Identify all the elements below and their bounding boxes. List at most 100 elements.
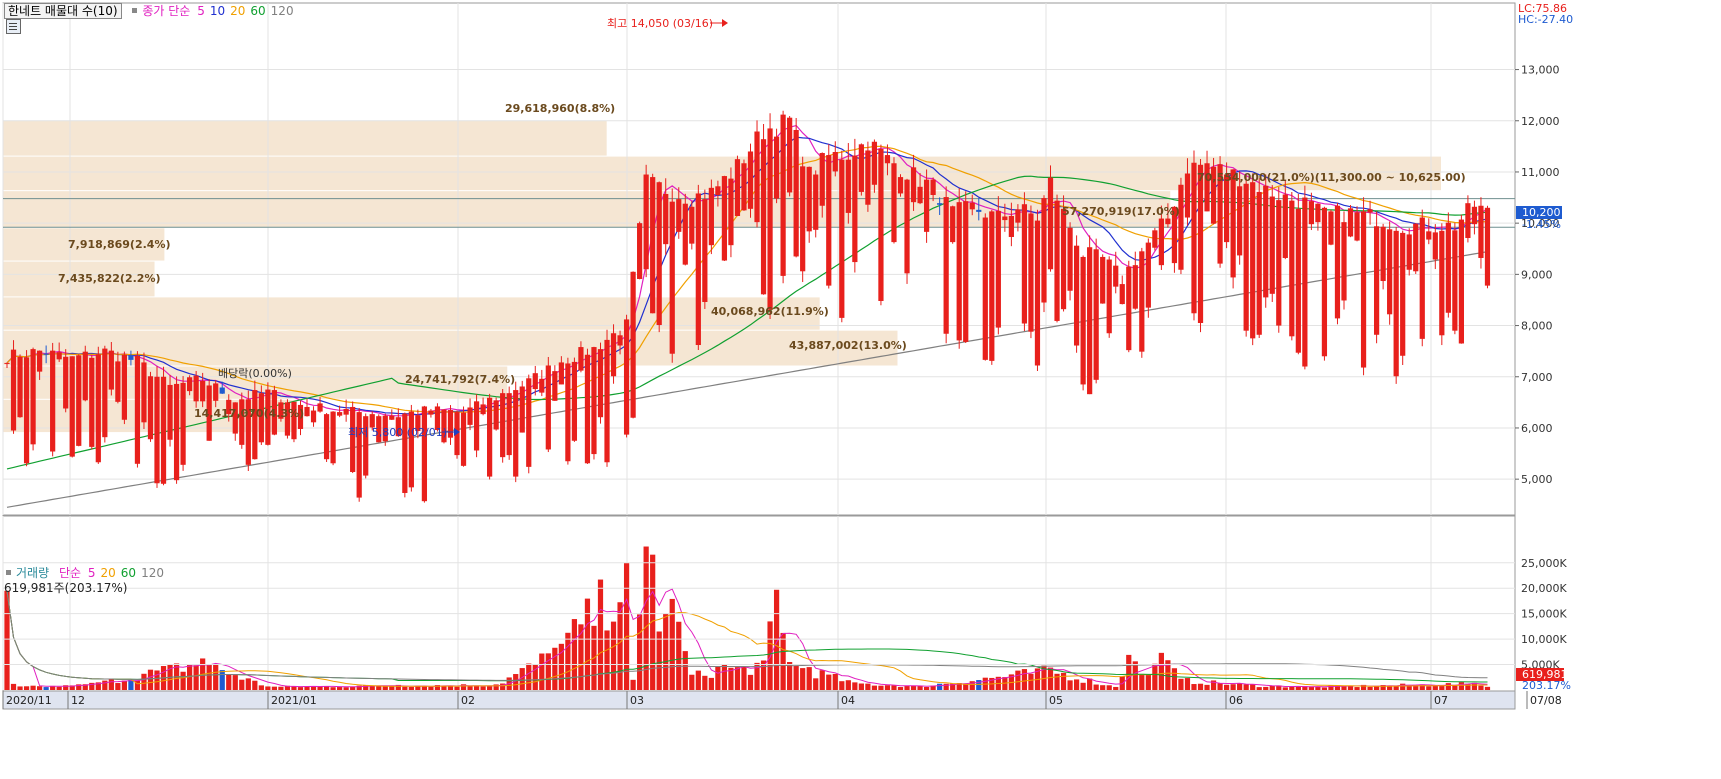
ma-period-120[interactable]: 120 bbox=[141, 566, 164, 580]
candle-body bbox=[213, 383, 219, 401]
candle-body bbox=[871, 141, 878, 185]
ma-period-20[interactable]: 20 bbox=[100, 566, 116, 580]
volume-bar bbox=[1308, 686, 1314, 690]
volume-bar bbox=[793, 665, 799, 690]
price-axis-label: 11,000 bbox=[1521, 166, 1560, 179]
ma-period-60[interactable]: 60 bbox=[120, 566, 137, 580]
candle-body bbox=[1047, 177, 1054, 270]
x-axis-label: 2021/01 bbox=[271, 694, 317, 707]
candle-body bbox=[623, 319, 630, 435]
volume-bar bbox=[1321, 687, 1328, 690]
candle-body bbox=[173, 383, 180, 481]
volume-bar bbox=[545, 653, 551, 690]
candle-body bbox=[415, 415, 421, 432]
chart-title[interactable]: 한네트 매물대 수(10) bbox=[4, 3, 122, 19]
candle-body bbox=[910, 167, 917, 203]
volume-bar bbox=[519, 668, 525, 690]
candle-body bbox=[1400, 232, 1406, 356]
volume-bar bbox=[663, 614, 669, 690]
volume-profile-box bbox=[3, 120, 607, 156]
candle-body bbox=[82, 351, 88, 401]
ma-period-5[interactable]: 5 bbox=[197, 4, 205, 18]
candle-body bbox=[56, 352, 62, 360]
candle-body bbox=[1178, 184, 1184, 270]
candle-body bbox=[447, 410, 454, 438]
candle-body bbox=[656, 182, 662, 326]
volume-bar bbox=[487, 686, 493, 690]
candle-body bbox=[1002, 216, 1008, 221]
volume-bar bbox=[1413, 684, 1419, 690]
candle-body bbox=[1237, 186, 1243, 256]
volume-bar bbox=[350, 686, 356, 690]
candle-body bbox=[291, 401, 297, 440]
candle-body bbox=[480, 404, 486, 415]
candle-body bbox=[1080, 256, 1086, 385]
candle-body bbox=[1191, 162, 1197, 314]
candle-body bbox=[904, 179, 910, 274]
volume-bar bbox=[1478, 685, 1484, 690]
volume-bar bbox=[708, 677, 714, 690]
x-axis-label: 05 bbox=[1049, 694, 1063, 707]
candle-body bbox=[506, 393, 512, 456]
calculator-icon[interactable] bbox=[6, 19, 21, 34]
volume-bar bbox=[637, 614, 643, 690]
candle-body bbox=[1432, 232, 1438, 260]
volume-profile-box bbox=[3, 261, 155, 297]
x-axis-label: 2020/11 bbox=[6, 694, 52, 707]
candle-body bbox=[956, 202, 962, 341]
hc-label: HC:-27.40 bbox=[1518, 13, 1573, 26]
candle-body bbox=[604, 339, 610, 463]
candle-body bbox=[1354, 212, 1360, 241]
volume-bar bbox=[930, 685, 936, 690]
ma-period-20[interactable]: 20 bbox=[230, 4, 246, 18]
volume-bar bbox=[1126, 654, 1132, 690]
price-axis-label: 5,000 bbox=[1521, 473, 1553, 486]
volume-bar bbox=[937, 683, 943, 690]
volume-bar bbox=[1093, 684, 1099, 690]
volume-bar bbox=[1295, 686, 1301, 690]
candle-body bbox=[147, 376, 154, 440]
candle-body bbox=[1171, 206, 1178, 264]
volume-label: 거래량 bbox=[16, 566, 50, 580]
candle-body bbox=[558, 362, 564, 385]
volume-badge: 619,981 bbox=[1522, 668, 1568, 681]
candle-body bbox=[995, 210, 1001, 328]
candle-body bbox=[689, 206, 695, 244]
high-arrow-head bbox=[722, 19, 728, 27]
candle-body bbox=[708, 187, 714, 246]
candle-body bbox=[1478, 205, 1484, 258]
volume-bar bbox=[884, 685, 891, 690]
ma-period-60[interactable]: 60 bbox=[250, 4, 266, 18]
candle-body bbox=[441, 409, 447, 443]
candle-body bbox=[526, 378, 532, 467]
volume-bar bbox=[213, 664, 219, 690]
ma-period-10[interactable]: 10 bbox=[209, 4, 226, 18]
volume-bar bbox=[297, 687, 304, 690]
volume-bar bbox=[76, 684, 82, 690]
candle-body bbox=[37, 350, 43, 372]
candle-body bbox=[676, 199, 682, 232]
candle-body bbox=[1100, 256, 1106, 304]
volume-bar bbox=[37, 686, 43, 690]
volume-bar bbox=[1341, 686, 1347, 690]
candle-body bbox=[1250, 182, 1256, 339]
volume-bar bbox=[317, 686, 323, 690]
candle-body bbox=[578, 347, 584, 371]
volume-bar bbox=[623, 562, 630, 690]
volume-bar bbox=[460, 684, 467, 690]
volume-bar bbox=[467, 686, 473, 690]
volume-bar bbox=[1484, 686, 1491, 690]
x-axis-label: 04 bbox=[841, 694, 855, 707]
volume-bar bbox=[1073, 679, 1080, 690]
volume-bar bbox=[1256, 687, 1262, 690]
volume-profile-label: 43,887,002(13.0%) bbox=[789, 339, 907, 352]
volume-bar bbox=[969, 681, 975, 690]
ma-period-120[interactable]: 120 bbox=[270, 4, 294, 18]
candle-body bbox=[310, 410, 317, 423]
volume-bar bbox=[323, 686, 330, 690]
volume-bar bbox=[415, 685, 421, 690]
candle-body bbox=[943, 197, 949, 334]
candle-body bbox=[532, 373, 538, 390]
ma-period-5[interactable]: 5 bbox=[87, 566, 96, 580]
